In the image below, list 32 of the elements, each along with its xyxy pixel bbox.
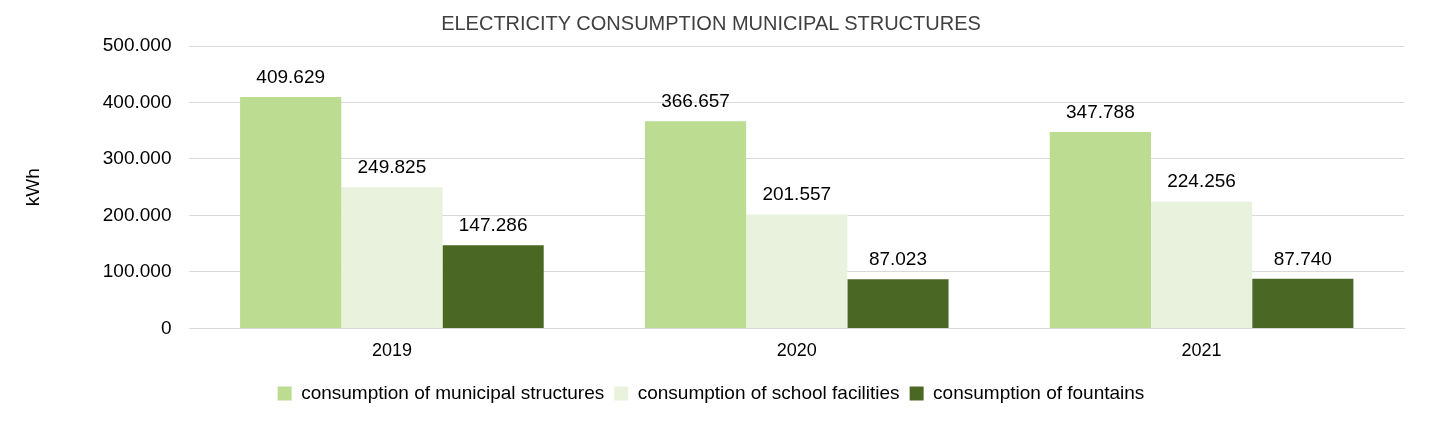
bar [240,97,342,328]
bar [1150,201,1253,328]
data-label: 87.023 [868,247,928,269]
data-label: 224.256 [1167,170,1236,192]
bar [442,245,544,328]
x-tick-label: 2021 [1181,340,1222,361]
y-axis-title: kWh [21,168,43,207]
bar [746,214,848,328]
y-tick-label: 200.000 [102,203,172,225]
data-label: 201.557 [762,183,832,205]
data-label: 87.740 [1273,247,1332,269]
data-label: 147.286 [458,213,528,235]
legend-label: consumption of municipal structures [301,381,605,403]
x-tick-label: 2020 [776,340,817,361]
y-tick-label: 500.000 [102,34,172,56]
legend-label: consumption of fountains [933,381,1145,403]
data-label: 366.657 [661,90,730,112]
y-tick-label: 300.000 [102,147,172,169]
y-tick-label: 400.000 [102,90,172,112]
bar [1252,278,1354,328]
legend-label: consumption of school facilities [637,381,900,403]
data-label: 409.629 [256,65,326,87]
bar [644,121,747,328]
x-tick-label: 2019 [371,340,412,361]
data-label: 249.825 [357,156,427,178]
bar [1049,131,1151,328]
y-tick-label: 100.000 [102,260,172,282]
bar [341,187,443,328]
y-tick-label: 0 [160,316,172,338]
bar [847,279,949,328]
data-label: 347.788 [1066,100,1135,122]
chart-title: ELECTRICITY CONSUMPTION MUNICIPAL STRUCTURES [441,11,981,34]
